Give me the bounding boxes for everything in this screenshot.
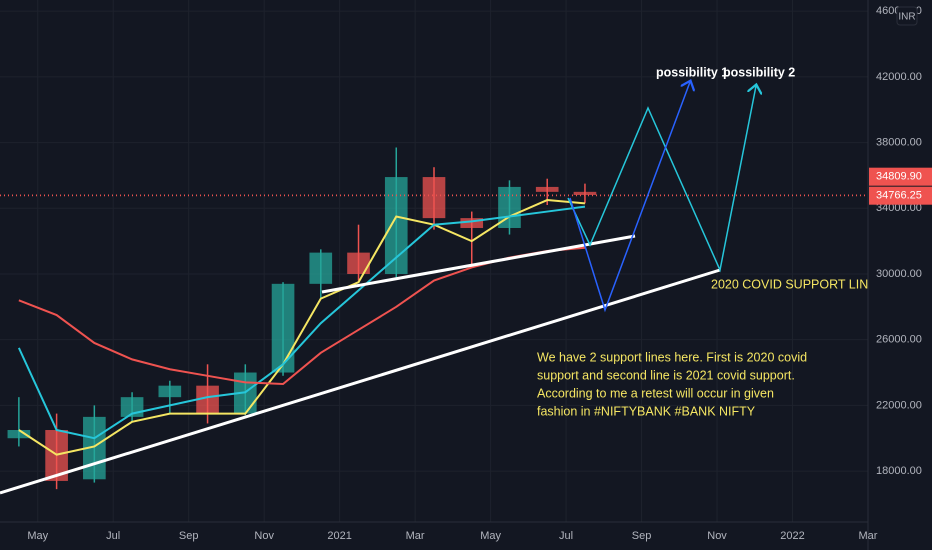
- x-tick-label: Mar: [406, 530, 425, 542]
- x-tick-label: Sep: [632, 530, 652, 542]
- x-tick-label: May: [27, 530, 48, 542]
- candle-body: [573, 191, 597, 195]
- x-tick-label: 2022: [780, 530, 804, 542]
- indicator-line: [18, 246, 586, 386]
- x-tick-label: Mar: [859, 530, 878, 542]
- y-tick-label: 38000.00: [876, 136, 922, 148]
- candle-body: [158, 385, 182, 398]
- time-axis: [0, 522, 868, 550]
- y-tick-label: 26000.00: [876, 334, 922, 346]
- candle-body: [422, 177, 446, 219]
- x-tick-label: May: [480, 530, 501, 542]
- x-tick-label: Nov: [254, 530, 274, 542]
- price-axis: [868, 0, 932, 550]
- candle-body: [196, 385, 219, 414]
- x-tick-label: 2021: [327, 530, 351, 542]
- possibility-label: possibility 1: [656, 65, 728, 79]
- candle-body: [271, 283, 295, 373]
- x-tick-label: Nov: [707, 530, 727, 542]
- axes: 18000.00 22000.00 26000.00 30000.00 34000.00…: [27, 5, 932, 542]
- note-line: support and second line is 2021 covid su…: [537, 368, 795, 382]
- currency-label[interactable]: INR: [898, 12, 915, 23]
- possibility-label: possibility 2: [723, 65, 795, 79]
- candle-body: [535, 186, 559, 192]
- candle-body: [347, 252, 370, 274]
- support-label: 2020 COVID SUPPORT LINE: [711, 277, 877, 291]
- projection-2: [567, 86, 756, 273]
- candle-body: [309, 252, 333, 284]
- y-tick-label: 22000.00: [876, 399, 922, 411]
- y-tick-label: 34000.00: [876, 202, 922, 214]
- support-line-2021: [321, 234, 636, 294]
- indicator-line: [17, 205, 586, 440]
- price-label-box: [869, 167, 932, 186]
- currency-button[interactable]: [896, 6, 918, 26]
- candle-body: [7, 430, 31, 439]
- support-line-2020: [0, 268, 721, 495]
- y-tick-label: 30000.00: [876, 268, 922, 280]
- candle-body: [83, 416, 106, 480]
- projection-1: [569, 82, 690, 313]
- price-label: 34766.25: [876, 190, 922, 202]
- indicator-line: [18, 199, 586, 456]
- price-label-box: [869, 186, 932, 205]
- drawings: possibility 1 possibility 2 2020 COVID S…: [0, 65, 877, 495]
- x-tick-label: Jul: [106, 530, 120, 542]
- note-line: fashion in #NIFTYBANK #BANK NIFTY: [537, 404, 756, 418]
- note-line: According to me a retest will occur in g…: [537, 386, 774, 400]
- candle-body: [384, 177, 408, 274]
- note-line: We have 2 support lines here. First is 2…: [537, 350, 807, 364]
- y-tick-label: 42000.00: [876, 71, 922, 83]
- y-tick-label: 18000.00: [876, 465, 922, 477]
- x-tick-label: Jul: [559, 530, 573, 542]
- candle-body: [460, 218, 484, 228]
- plot: [0, 147, 868, 490]
- x-tick-label: Sep: [179, 530, 199, 542]
- price-label: 34809.90: [876, 171, 922, 183]
